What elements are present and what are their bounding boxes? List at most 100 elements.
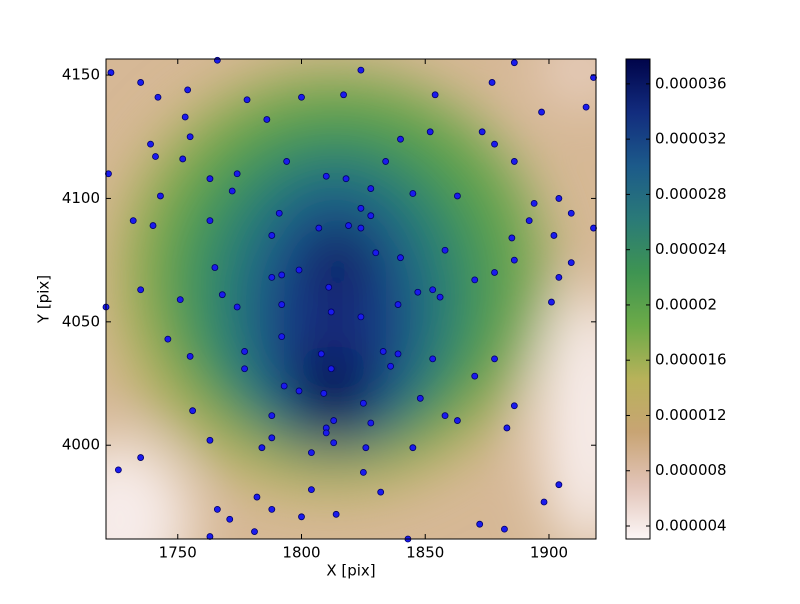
point bbox=[555, 195, 563, 202]
point bbox=[298, 513, 305, 521]
point bbox=[129, 217, 137, 225]
point bbox=[149, 222, 157, 229]
point bbox=[211, 264, 219, 271]
point bbox=[181, 113, 189, 121]
point bbox=[278, 271, 286, 279]
point bbox=[137, 454, 145, 461]
point bbox=[206, 436, 214, 444]
point bbox=[414, 288, 422, 296]
point bbox=[409, 190, 417, 197]
point bbox=[397, 135, 404, 143]
point bbox=[416, 394, 424, 402]
point bbox=[275, 209, 283, 217]
point bbox=[330, 439, 338, 447]
point bbox=[429, 355, 437, 363]
colorbar-tick-label: 0.000004 bbox=[655, 517, 727, 535]
point bbox=[555, 274, 563, 281]
point bbox=[226, 515, 234, 523]
point bbox=[114, 466, 122, 474]
point bbox=[454, 192, 461, 200]
point bbox=[510, 59, 518, 67]
point bbox=[441, 412, 449, 420]
point bbox=[218, 291, 226, 299]
point bbox=[342, 175, 350, 183]
point bbox=[377, 488, 385, 496]
y-tick-label: 4050 bbox=[62, 312, 100, 330]
x-tick-label: 1900 bbox=[530, 544, 568, 562]
x-tick-label: 1800 bbox=[282, 544, 320, 562]
point bbox=[268, 412, 276, 420]
colorbar-tick-label: 0.000024 bbox=[655, 240, 727, 258]
point bbox=[332, 510, 340, 518]
point bbox=[590, 74, 597, 81]
point bbox=[503, 424, 511, 432]
point bbox=[327, 365, 335, 373]
point bbox=[268, 274, 276, 281]
point bbox=[278, 333, 286, 341]
x-axis-label: X [pix] bbox=[326, 562, 375, 580]
point bbox=[357, 313, 365, 321]
point bbox=[367, 185, 375, 192]
colorbar-tick-label: 0.000032 bbox=[655, 130, 727, 148]
point bbox=[137, 79, 145, 86]
point bbox=[320, 389, 328, 397]
y-tick-label: 4150 bbox=[62, 66, 100, 84]
point bbox=[253, 493, 261, 501]
point bbox=[550, 232, 558, 239]
point bbox=[530, 199, 538, 207]
point bbox=[357, 224, 365, 232]
point bbox=[251, 528, 258, 535]
point bbox=[471, 276, 479, 284]
point bbox=[387, 362, 394, 370]
point bbox=[154, 93, 162, 101]
y-tick-label: 4000 bbox=[62, 436, 100, 454]
point bbox=[394, 301, 402, 308]
point bbox=[147, 140, 154, 148]
x-tick-label: 1750 bbox=[159, 544, 197, 562]
colorbar-tick-label: 0.000016 bbox=[655, 351, 727, 369]
point bbox=[426, 128, 434, 136]
point bbox=[567, 259, 575, 266]
point bbox=[206, 175, 214, 183]
point bbox=[555, 481, 563, 489]
point bbox=[105, 170, 112, 178]
point bbox=[488, 79, 496, 86]
point bbox=[233, 303, 241, 311]
point bbox=[491, 269, 498, 276]
point bbox=[164, 335, 172, 343]
point bbox=[372, 249, 380, 257]
point bbox=[431, 91, 439, 99]
point bbox=[567, 209, 575, 217]
point bbox=[476, 520, 484, 528]
density-map bbox=[106, 59, 596, 539]
point bbox=[206, 533, 214, 540]
point bbox=[137, 286, 145, 294]
point bbox=[157, 192, 164, 200]
point bbox=[429, 286, 437, 294]
point bbox=[317, 350, 325, 358]
point bbox=[258, 444, 266, 452]
point bbox=[184, 86, 192, 94]
point bbox=[107, 69, 115, 76]
x-tick-label: 1850 bbox=[406, 544, 444, 562]
point bbox=[308, 486, 315, 494]
point bbox=[186, 133, 194, 141]
point bbox=[441, 246, 449, 254]
point bbox=[357, 66, 365, 74]
point bbox=[359, 468, 367, 476]
point bbox=[548, 298, 555, 306]
y-axis-label: Y [pix] bbox=[35, 275, 53, 324]
point bbox=[322, 429, 330, 437]
point bbox=[478, 128, 486, 136]
point bbox=[176, 296, 184, 304]
point bbox=[280, 382, 288, 390]
point bbox=[359, 399, 367, 407]
point bbox=[241, 348, 248, 355]
y-tick-label: 4100 bbox=[62, 189, 100, 207]
point bbox=[213, 56, 221, 64]
point bbox=[538, 108, 545, 116]
point bbox=[525, 217, 533, 225]
point bbox=[330, 417, 338, 424]
point bbox=[186, 352, 194, 360]
point bbox=[582, 103, 590, 111]
